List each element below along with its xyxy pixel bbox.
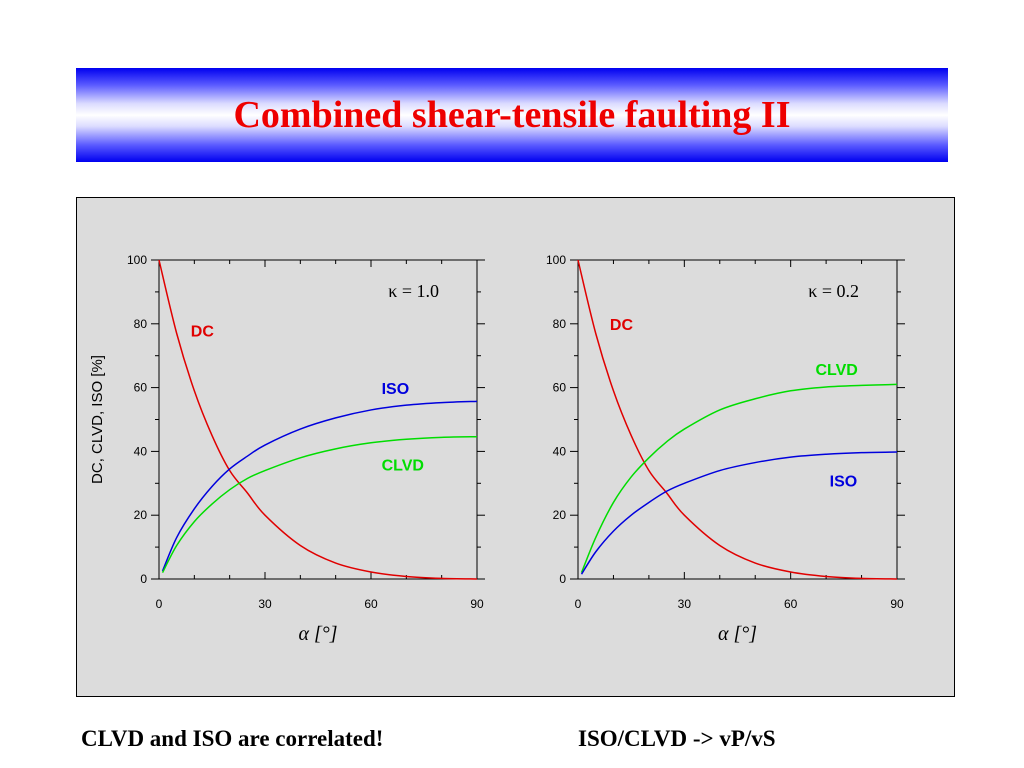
chart1-series-clvd-line [161, 435, 478, 573]
chart1-ytick-label: 60 [134, 381, 148, 395]
chart2-xlabel: α [°] [718, 623, 757, 645]
chart2-series-clvd-line [580, 383, 898, 573]
chart2-xtick-label: 0 [575, 597, 582, 611]
caption-left: CLVD and ISO are correlated! [81, 726, 384, 751]
chart1-kappa-annotation: κ = 1.0 [388, 281, 439, 301]
chart1-ytick-label: 100 [127, 253, 147, 267]
figure-panel: 0 30 60 90 0 20 40 60 80 100 α [°] DC, CLVD, ISO [%… [76, 197, 955, 697]
chart1-label-dc: DC [191, 324, 215, 341]
title-banner: Combined shear-tensile faulting II [76, 68, 948, 162]
chart1-ytick-label: 40 [134, 444, 148, 458]
chart1-xtick-label: 60 [364, 597, 378, 611]
chart1-ytick-label: 20 [134, 508, 148, 522]
chart2-series-iso-line [580, 451, 898, 575]
chart2-ytick-label: 80 [553, 317, 567, 331]
chart1-xtick-label: 0 [156, 597, 163, 611]
chart2-ytick-label: 100 [546, 253, 566, 267]
chart2-series-dc-line [577, 259, 898, 580]
chart2-xtick-label: 30 [678, 597, 692, 611]
chart1-xtick-label: 90 [470, 597, 484, 611]
chart1-xtick-label: 30 [258, 597, 272, 611]
chart1-ytick-label: 0 [140, 572, 147, 586]
chart2-plot-frame [577, 259, 898, 580]
chart2-label-dc: DC [610, 317, 634, 334]
chart1-ylabel: DC, CLVD, ISO [%] [89, 355, 106, 484]
chart1-plot-frame [158, 259, 478, 580]
charts-svg: 0 30 60 90 0 20 40 60 80 100 α [°] DC, CLVD, ISO [%… [89, 253, 905, 645]
chart1-label-clvd: CLVD [382, 458, 424, 475]
chart2-ytick-label: 20 [553, 508, 567, 522]
chart2-ytick-label: 40 [553, 444, 567, 458]
chart2-label-iso: ISO [830, 473, 858, 490]
chart2-label-clvd: CLVD [815, 362, 857, 379]
chart2-ytick-label: 60 [553, 381, 567, 395]
chart1-ytick-label: 80 [134, 317, 148, 331]
caption-right: ISO/CLVD -> vP/vS [578, 726, 776, 751]
chart2-kappa-annotation: κ = 0.2 [808, 281, 859, 301]
chart1-label-iso: ISO [382, 381, 410, 398]
chart1-series-dc-line [158, 259, 478, 580]
chart1-xlabel: α [°] [298, 623, 337, 645]
chart2-xtick-label: 60 [784, 597, 798, 611]
chart1-series-iso-line [161, 400, 478, 572]
chart2-ytick-label: 0 [559, 572, 566, 586]
chart2-xtick-label: 90 [890, 597, 904, 611]
slide-title: Combined shear-tensile faulting II [233, 94, 791, 136]
